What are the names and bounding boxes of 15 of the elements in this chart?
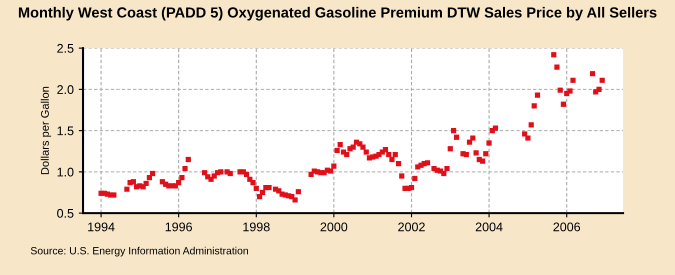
y-tick-label: 1.0	[58, 168, 74, 177]
source-note: Source: U.S. Energy Information Administration	[30, 246, 248, 256]
x-tick-label: 2002	[398, 222, 425, 232]
x-tick-label: 2006	[553, 222, 580, 232]
chart-title: Monthly West Coast (PADD 5) Oxygenated Gasoline Premium DTW Sales Price by All Sellers	[18, 6, 656, 21]
y-axis-title: Dollars per Gallon	[40, 86, 52, 174]
x-tick-label: 1996	[166, 222, 192, 232]
y-tick-label: 0.5	[57, 208, 74, 218]
y-tick-label: 2.0	[57, 85, 74, 94]
x-tick-label: 1998	[243, 222, 270, 232]
x-tick-label: 2000	[320, 222, 348, 232]
y-tick-label: 1.5	[58, 126, 74, 136]
x-tick-label: 2004	[476, 222, 503, 232]
x-tick-label: 1994	[88, 222, 115, 232]
y-tick-label: 2.5	[57, 44, 74, 53]
